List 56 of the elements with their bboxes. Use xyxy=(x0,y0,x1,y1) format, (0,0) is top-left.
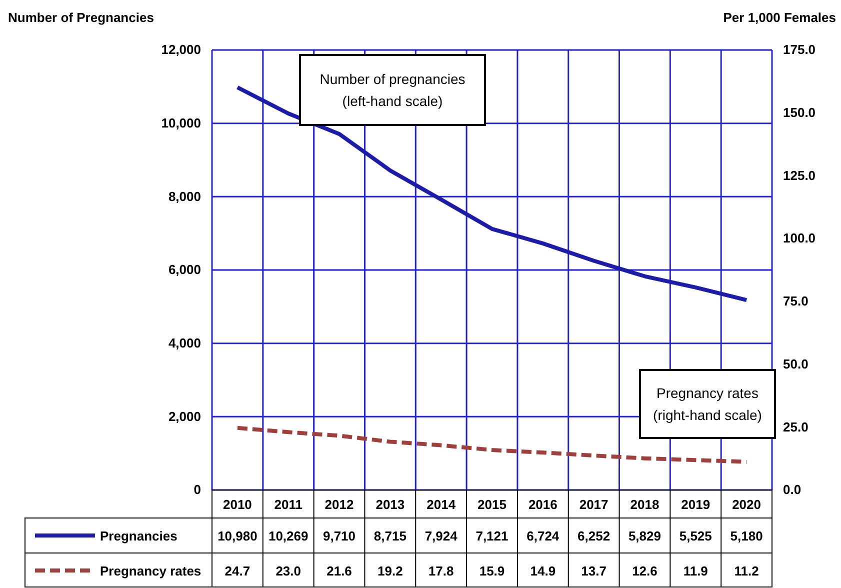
data-label: 7,121 xyxy=(476,528,508,544)
y-tick-label: 2,000 xyxy=(168,408,201,424)
data-label: 11.9 xyxy=(683,564,708,578)
x-tick-label: 2010 xyxy=(222,497,252,512)
x-tick-label: 2016 xyxy=(528,497,558,512)
data-label: 17.8 xyxy=(428,564,454,578)
data-label: 6,724 xyxy=(526,528,560,544)
data-label: 5,829 xyxy=(628,528,661,544)
x-tick-label: 2012 xyxy=(324,497,354,512)
y2-tick-label: 0.0 xyxy=(783,482,802,498)
line-series xyxy=(235,426,749,464)
data-label: 23.0 xyxy=(276,564,302,578)
y-tick-label: 0 xyxy=(194,482,201,498)
y2-tick-label: 50.0 xyxy=(783,356,808,372)
annotation: Number of pregnancies (left-hand scale) xyxy=(320,71,466,109)
data-label: 15.9 xyxy=(479,564,505,578)
data-label: 6,252 xyxy=(578,528,610,544)
x-tick-label: 2019 xyxy=(681,497,710,512)
x-tick-label: 2018 xyxy=(630,497,660,512)
line-series xyxy=(235,85,749,302)
y-tick-label: 12,000 xyxy=(161,42,201,58)
data-label: 13.7 xyxy=(581,564,606,578)
data-label: 21.6 xyxy=(326,564,352,578)
x-tick-label: 2011 xyxy=(274,497,302,512)
y2-tick-label: 100.0 xyxy=(783,230,816,246)
data-label: 9,710 xyxy=(323,528,356,544)
y2-tick-label: 125.0 xyxy=(783,168,816,183)
data-label: 7,924 xyxy=(424,528,458,544)
x-tick-label: 2020 xyxy=(732,497,762,512)
y2-tick-label: 75.0 xyxy=(783,294,808,309)
y-axis-title: Number of Pregnancies xyxy=(8,10,154,25)
x-tick-label: 2017 xyxy=(579,497,608,512)
x-tick-label: 2013 xyxy=(376,497,405,512)
annotation: Pregnancy rates (right-hand scale) xyxy=(653,385,762,423)
data-label: 10,980 xyxy=(218,528,258,544)
data-label: 8,715 xyxy=(374,528,406,544)
x-tick-label: 2014 xyxy=(426,497,456,512)
y-tick-label: 6,000 xyxy=(168,262,201,278)
data-label: 10,269 xyxy=(268,528,308,544)
data-label: 12.6 xyxy=(632,564,658,578)
y2-tick-label: 150.0 xyxy=(783,105,816,120)
data-label: 11.2 xyxy=(734,564,759,578)
data-label: 5,180 xyxy=(730,528,763,544)
data-label: 24.7 xyxy=(224,564,250,578)
x-tick-label: 2015 xyxy=(478,497,506,512)
legend-label: Pregnancies xyxy=(100,528,178,544)
y-tick-label: 4,000 xyxy=(168,335,201,350)
y-tick-label: 10,000 xyxy=(161,115,201,130)
y2-axis-title: Per 1,000 Females xyxy=(723,10,836,25)
data-label: 19.2 xyxy=(378,564,403,578)
data-label: 5,525 xyxy=(679,528,712,544)
y-tick-label: 8,000 xyxy=(168,188,201,204)
legend-label: Pregnancy rates xyxy=(100,564,202,578)
y2-tick-label: 175.0 xyxy=(783,42,816,58)
data-label: 14.9 xyxy=(530,564,556,578)
y2-tick-label: 25.0 xyxy=(783,419,808,434)
